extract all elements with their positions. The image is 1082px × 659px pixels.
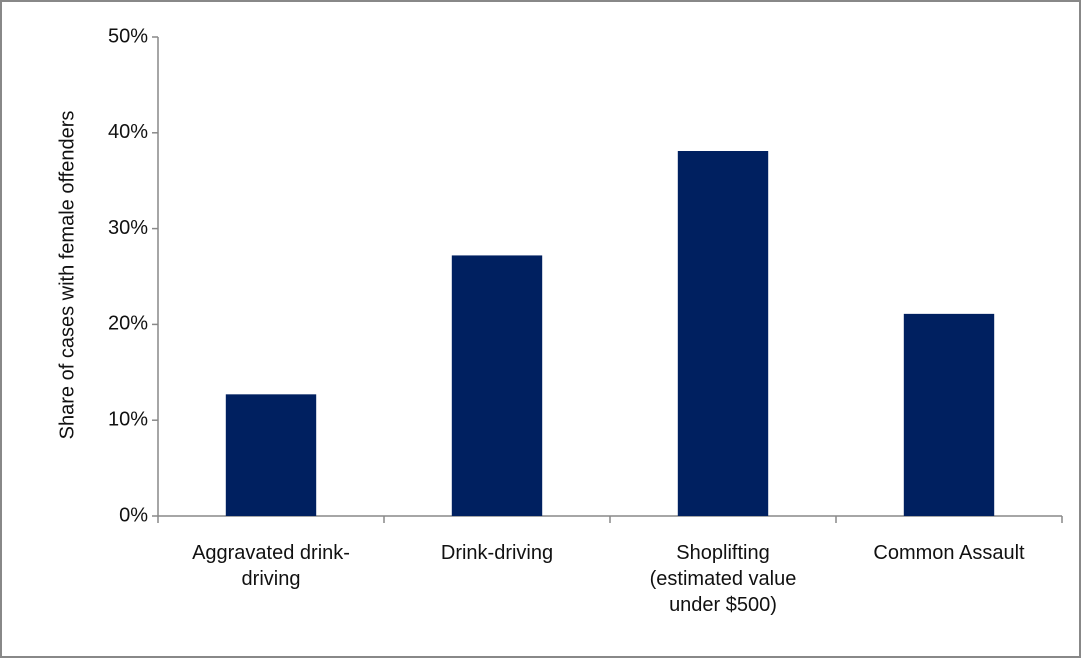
bar	[451, 255, 543, 516]
x-tick-label: Drink-driving	[440, 542, 554, 564]
bar	[903, 313, 995, 516]
y-tick-label: 50%	[108, 25, 148, 47]
y-tick-label: 30%	[108, 217, 148, 239]
y-tick-label: 40%	[108, 121, 148, 143]
bar	[225, 394, 317, 516]
y-axis-label: Share of cases with female offenders	[56, 111, 78, 440]
y-tick-label: 10%	[108, 408, 148, 430]
x-tick-label: Aggravated drink-driving	[192, 542, 350, 590]
y-tick-label: 20%	[108, 313, 148, 335]
y-tick-label: 0%	[119, 504, 148, 526]
x-tick-label: Shoplifting (estimated value under $500)	[649, 542, 797, 616]
bar	[677, 151, 769, 516]
x-tick-label: Common Assault	[873, 542, 1025, 564]
